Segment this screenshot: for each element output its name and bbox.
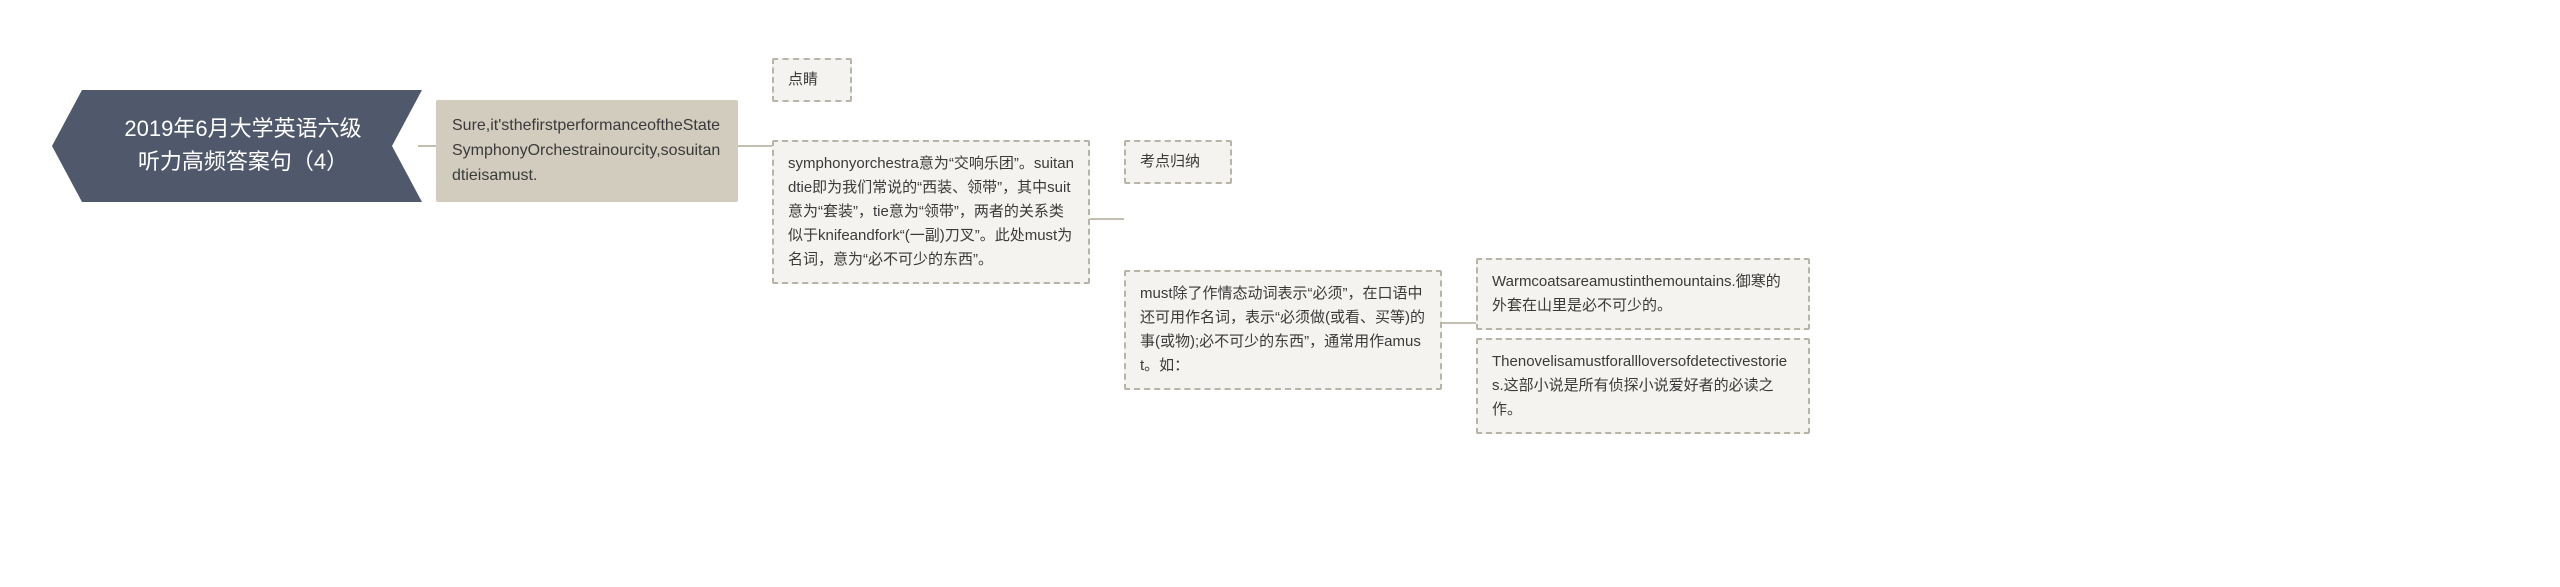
level1-box: Sure,it'sthefirstperformanceoftheStateSy… [436, 100, 738, 202]
level4a-box: Warmcoatsareamustinthemountains.御寒的外套在山里… [1476, 258, 1810, 330]
level2b-node[interactable]: symphonyorchestra意为“交响乐团”。suitandtie即为我们… [772, 140, 1090, 284]
connector-root-l1 [418, 145, 436, 147]
root-box: 2019年6月大学英语六级 听力高频答案句（4） [82, 90, 392, 202]
level2a-text: 点睛 [788, 71, 818, 88]
level4b-text: Thenovelisamustforallloversofdetectivest… [1492, 353, 1787, 418]
root-title-line1: 2019年6月大学英语六级 [122, 112, 364, 145]
level4b-node[interactable]: Thenovelisamustforallloversofdetectivest… [1476, 338, 1810, 434]
root-title-line2: 听力高频答案句（4） [122, 145, 364, 178]
level1-text: Sure,it'sthefirstperformanceoftheStateSy… [452, 117, 720, 184]
level4b-box: Thenovelisamustforallloversofdetectivest… [1476, 338, 1810, 434]
connector-l1-l2 [738, 145, 772, 147]
level3b-text: must除了作情态动词表示“必须”，在口语中还可用作名词，表示“必须做(或看、买… [1140, 285, 1425, 374]
level2a-box: 点睛 [772, 58, 852, 102]
level2b-text: symphonyorchestra意为“交响乐团”。suitandtie即为我们… [788, 155, 1074, 268]
level3a-box: 考点归纳 [1124, 140, 1232, 184]
level4a-node[interactable]: Warmcoatsareamustinthemountains.御寒的外套在山里… [1476, 258, 1810, 330]
level3a-text: 考点归纳 [1140, 153, 1200, 170]
level2b-box: symphonyorchestra意为“交响乐团”。suitandtie即为我们… [772, 140, 1090, 284]
level2a-node[interactable]: 点睛 [772, 58, 852, 102]
level3a-node[interactable]: 考点归纳 [1124, 140, 1232, 184]
connector-l2-l3 [1090, 218, 1124, 220]
level4a-text: Warmcoatsareamustinthemountains.御寒的外套在山里… [1492, 273, 1781, 314]
connector-l3-l4 [1442, 322, 1476, 324]
level3b-node[interactable]: must除了作情态动词表示“必须”，在口语中还可用作名词，表示“必须做(或看、买… [1124, 270, 1442, 390]
level3b-box: must除了作情态动词表示“必须”，在口语中还可用作名词，表示“必须做(或看、买… [1124, 270, 1442, 390]
level1-node[interactable]: Sure,it'sthefirstperformanceoftheStateSy… [436, 100, 738, 202]
root-node[interactable]: 2019年6月大学英语六级 听力高频答案句（4） [82, 90, 392, 202]
